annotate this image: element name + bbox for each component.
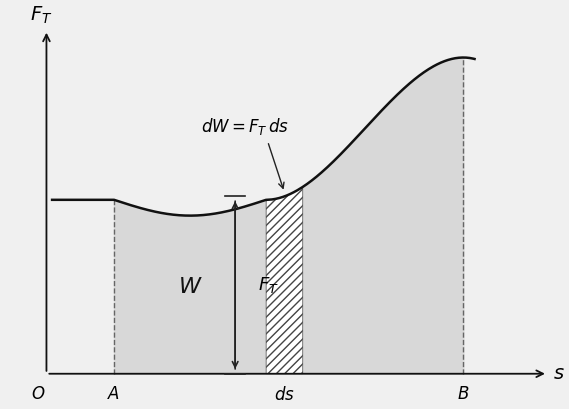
Text: $W$: $W$ xyxy=(178,276,203,298)
Text: $ds$: $ds$ xyxy=(274,386,295,404)
Text: $B$: $B$ xyxy=(457,386,469,402)
Text: $A$: $A$ xyxy=(108,386,121,402)
Text: $O$: $O$ xyxy=(31,386,45,402)
Text: $F_T$: $F_T$ xyxy=(258,275,279,295)
Text: $F_T$: $F_T$ xyxy=(30,4,52,26)
Text: $s$: $s$ xyxy=(554,365,565,383)
Text: $dW = F_T \, ds$: $dW = F_T \, ds$ xyxy=(201,116,289,137)
